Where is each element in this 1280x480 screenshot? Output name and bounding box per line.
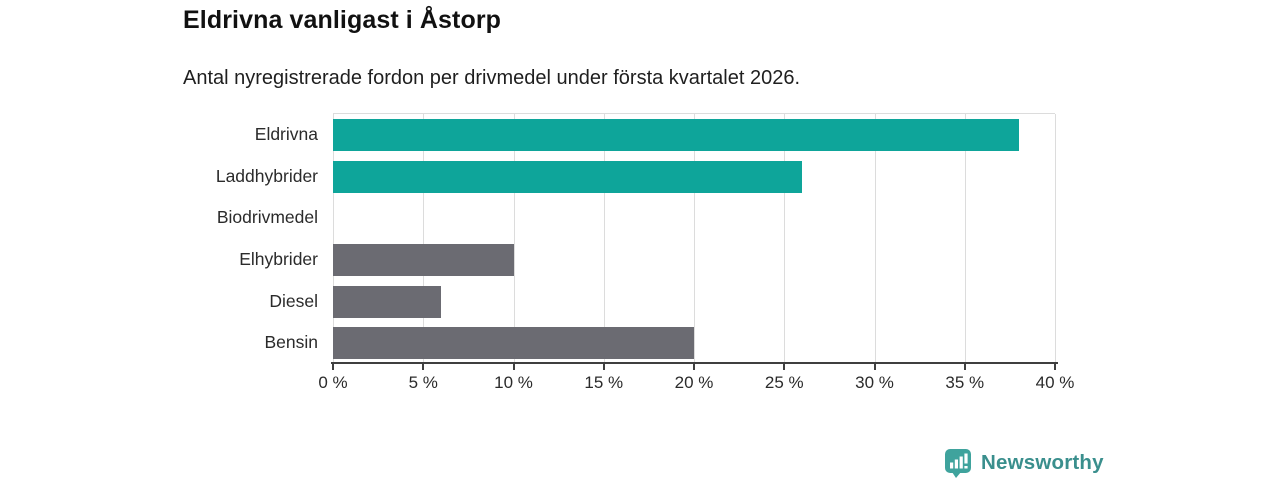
category-label-laddhybrider: Laddhybrider xyxy=(215,165,318,186)
gridline-30 xyxy=(874,114,876,363)
category-label-bensin: Bensin xyxy=(264,332,318,353)
x-tick-mark-30 xyxy=(873,364,876,370)
x-tick-label-35: 35 % xyxy=(945,373,985,392)
category-label-biodrivmedel: Biodrivmedel xyxy=(216,207,318,228)
gridline-10 xyxy=(513,114,515,363)
category-label-column: Eldrivna Laddhybrider Biodrivmedel Elhybrid… xyxy=(120,113,318,363)
category-label-diesel: Diesel xyxy=(269,290,318,311)
x-tick-mark-5 xyxy=(422,364,425,370)
category-label-elhybrider: Elhybrider xyxy=(239,248,318,269)
x-tick-mark-35 xyxy=(963,364,966,370)
gridline-15 xyxy=(603,114,605,363)
newsworthy-wordmark: Newsworthy xyxy=(981,451,1104,474)
bar-laddhybrider xyxy=(333,160,803,193)
x-axis-line xyxy=(331,362,1058,364)
plot-area xyxy=(333,113,1056,363)
gridline-20 xyxy=(694,114,695,363)
x-tick-label-20: 20 % xyxy=(674,373,714,392)
newsworthy-logo: Newsworthy xyxy=(944,448,1104,478)
x-tick-mark-0 xyxy=(332,364,334,370)
x-tick-label-10: 10 % xyxy=(494,373,533,392)
gridline-25 xyxy=(784,114,786,363)
x-tick-mark-20 xyxy=(693,364,695,370)
x-tick-mark-25 xyxy=(783,364,786,370)
bar-diesel xyxy=(333,285,442,318)
bar-eldrivna xyxy=(333,118,1019,151)
category-label-eldrivna: Eldrivna xyxy=(254,123,318,144)
x-tick-label-5: 5 % xyxy=(408,373,438,392)
newsworthy-icon xyxy=(945,449,971,478)
x-tick-label-30: 30 % xyxy=(855,373,894,392)
x-tick-label-15: 15 % xyxy=(584,373,624,392)
gridline-40 xyxy=(1055,114,1056,363)
x-tick-mark-15 xyxy=(602,364,605,370)
bar-elhybrider xyxy=(333,243,514,276)
x-tick-label-40: 40 % xyxy=(1035,373,1075,392)
gridline-5 xyxy=(423,114,425,363)
bar-bensin xyxy=(333,327,694,360)
x-tick-mark-10 xyxy=(512,364,515,370)
x-tick-label-25: 25 % xyxy=(764,373,804,392)
gridline-0 xyxy=(333,114,334,363)
chart-title: Eldrivna vanligast i Åstorp xyxy=(183,6,502,34)
chart-subtitle: Antal nyregistrerade fordon per drivmede… xyxy=(183,67,801,89)
x-tick-mark-40 xyxy=(1054,364,1056,370)
x-tick-label-0: 0 % xyxy=(318,373,348,392)
gridline-35 xyxy=(964,114,966,363)
